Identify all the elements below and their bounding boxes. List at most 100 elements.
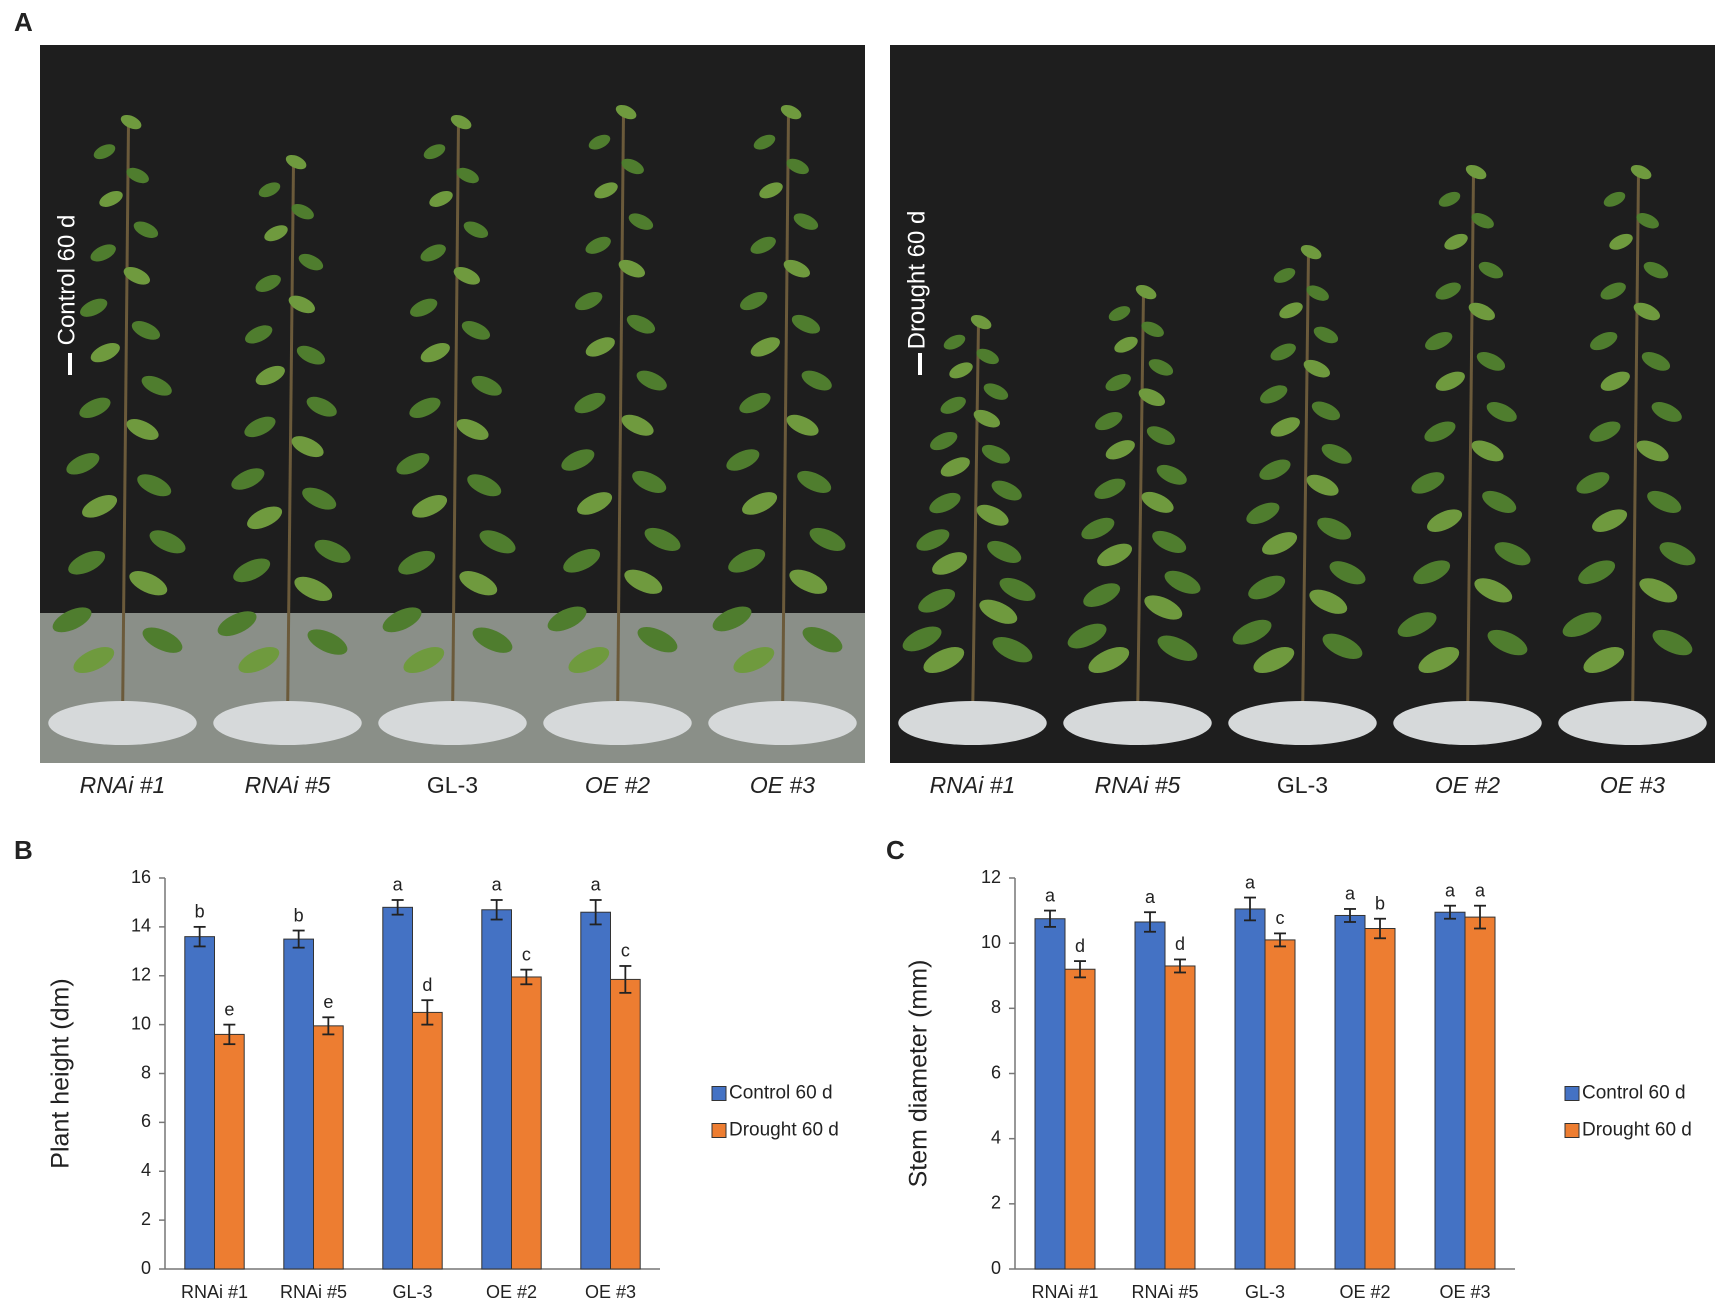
leaf (1603, 191, 1626, 207)
error-bar (490, 899, 503, 921)
leaf (793, 213, 819, 230)
leaf (1260, 385, 1288, 404)
leaf (73, 647, 115, 674)
leaf (307, 629, 348, 655)
leaf (472, 627, 513, 653)
leaf (1081, 517, 1115, 540)
leaf (423, 144, 446, 160)
leaf (789, 569, 828, 594)
y-tick-label: 12 (131, 965, 151, 985)
leaf (733, 647, 775, 674)
significance-letter: e (224, 999, 234, 1019)
leaf (991, 480, 1022, 501)
leaf (238, 647, 280, 674)
leaf (588, 134, 611, 150)
leaf (302, 487, 337, 510)
panel-label: A (14, 7, 33, 37)
leaf (68, 550, 106, 575)
error-bar (589, 899, 602, 926)
x-tick-label: RNAi #1 (181, 1282, 248, 1302)
leaf (129, 571, 168, 596)
leaf (923, 647, 965, 674)
leaf (450, 114, 472, 130)
leaf (126, 167, 149, 184)
leaf (1411, 472, 1445, 494)
leaf (398, 550, 436, 575)
legend-swatch (711, 1123, 727, 1138)
bar (184, 936, 216, 1270)
stem (616, 112, 625, 724)
error-bar (1344, 908, 1356, 923)
leaf (1639, 578, 1678, 603)
leaf (1476, 351, 1506, 371)
leaf (1478, 261, 1504, 279)
significance-letter: b (195, 902, 205, 922)
leaf (142, 627, 183, 653)
leaf (429, 190, 453, 207)
bar (580, 911, 611, 1270)
error-bar (1044, 909, 1056, 928)
leaf (976, 348, 999, 365)
legend-label: Control 60 d (1582, 1083, 1686, 1104)
error-bar (1444, 904, 1456, 920)
leaf (1148, 359, 1174, 376)
bar (1334, 914, 1366, 1270)
leaf (420, 244, 446, 262)
leaf (294, 576, 333, 602)
leaf (1146, 426, 1176, 445)
leaf (90, 343, 120, 363)
leaf (1317, 517, 1352, 540)
leaf (987, 540, 1022, 563)
leaf (626, 314, 656, 334)
y-tick-label: 4 (991, 1127, 1001, 1147)
legend-label: Drought 60 d (1582, 1120, 1692, 1141)
leaf (1583, 647, 1625, 674)
leaf (1633, 302, 1660, 321)
pot (1063, 701, 1212, 745)
y-tick-label: 12 (981, 867, 1001, 887)
leaf (1643, 261, 1669, 279)
significance-letter: a (1245, 872, 1256, 892)
leaf (126, 419, 159, 440)
leaf (1465, 164, 1487, 180)
leaf (712, 606, 752, 632)
leaf (1424, 421, 1456, 442)
leaf (970, 314, 992, 330)
significance-letter: c (621, 941, 630, 961)
y-tick-label: 16 (131, 867, 151, 887)
leaf (574, 392, 606, 414)
leaf (1600, 371, 1630, 391)
significance-letter: c (1276, 908, 1285, 928)
leaf (1659, 542, 1696, 566)
x-tick-label: OE #3 (585, 1282, 636, 1302)
leaf (1647, 490, 1682, 513)
leaf (467, 474, 502, 497)
leaf (750, 337, 780, 357)
stem (451, 122, 460, 724)
leaf (1232, 619, 1272, 645)
leaf (918, 588, 956, 613)
x-tick-label: GL-3 (1245, 1282, 1285, 1302)
leaf (409, 397, 441, 419)
leaf (929, 492, 961, 514)
leaf (1592, 509, 1628, 532)
error-bar (193, 925, 206, 948)
leaf (137, 474, 172, 497)
leaf (1144, 595, 1183, 620)
leaf (753, 134, 776, 150)
leaf (577, 492, 613, 515)
leaf (1138, 388, 1165, 407)
bar (1364, 928, 1396, 1270)
leaf (999, 577, 1036, 602)
stem (971, 322, 980, 724)
leaf (403, 647, 445, 674)
leaf (463, 221, 489, 238)
leaf (786, 414, 819, 436)
leaf (80, 298, 108, 317)
leaf (1253, 647, 1295, 674)
leaf (288, 295, 315, 314)
leaf (1300, 244, 1322, 260)
leaf (291, 436, 324, 458)
bar (1464, 916, 1496, 1270)
x-tick-label: OE #2 (486, 1282, 537, 1302)
